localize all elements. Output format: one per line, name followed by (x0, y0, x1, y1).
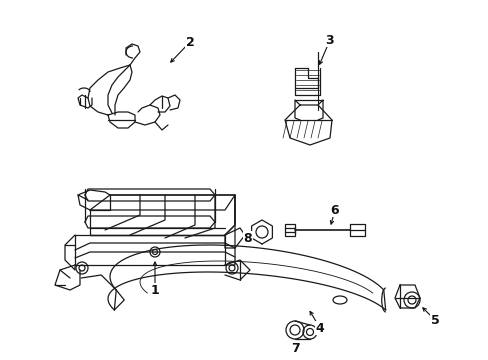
Text: 5: 5 (430, 314, 439, 327)
Text: 4: 4 (315, 321, 324, 334)
Text: 2: 2 (185, 36, 194, 49)
Text: 1: 1 (150, 284, 159, 297)
Text: 8: 8 (243, 231, 252, 244)
Text: 6: 6 (330, 203, 339, 216)
Bar (285, 224, 294, 236)
Text: 3: 3 (325, 33, 334, 46)
Text: 7: 7 (290, 342, 299, 355)
